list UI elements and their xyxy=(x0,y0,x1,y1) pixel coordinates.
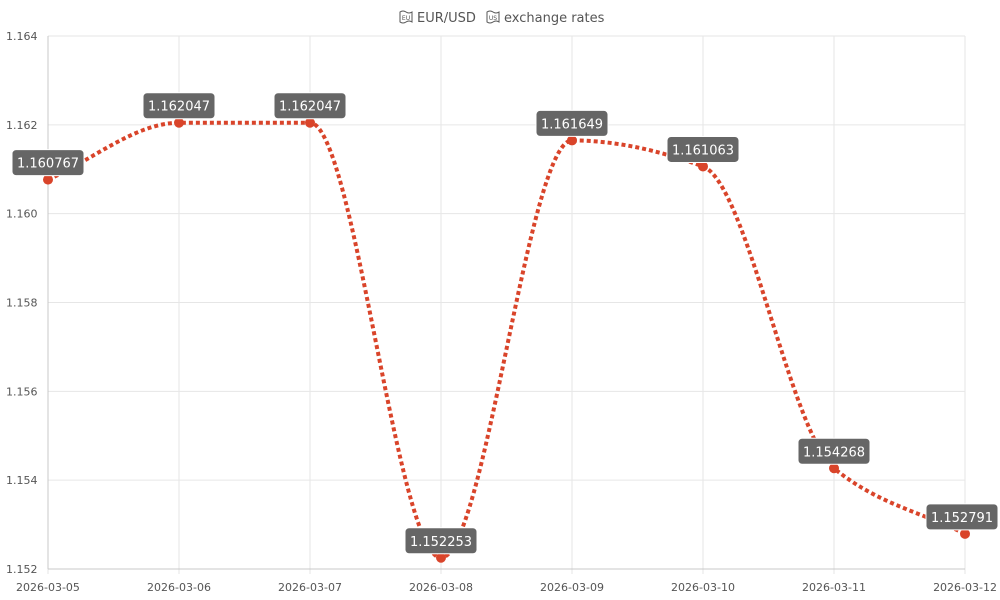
x-tick-label: 2026-03-11 xyxy=(802,581,866,594)
data-label-box xyxy=(404,527,478,555)
x-axis-labels: 2026-03-05 2026-03-06 2026-03-07 2026-03-08… xyxy=(16,581,997,594)
data-label-box xyxy=(535,109,609,137)
x-tick-label: 2026-03-07 xyxy=(278,581,342,594)
data-label: 1.162047 xyxy=(142,92,216,120)
data-label-text: 1.152253 xyxy=(410,535,472,550)
data-point[interactable] xyxy=(305,117,315,128)
svg-text:EU: EU xyxy=(402,15,410,22)
x-tick-label: 2026-03-05 xyxy=(16,581,80,594)
data-label-box xyxy=(666,135,740,163)
y-tick-label: 1.156 xyxy=(6,385,38,398)
series-line xyxy=(47,120,966,560)
data-label-box xyxy=(273,92,347,120)
y-tick-label: 1.154 xyxy=(6,474,38,487)
y-tick-label: 1.152 xyxy=(6,563,38,576)
y-tick-label: 1.160 xyxy=(6,208,38,221)
y-axis-labels: 1.152 1.154 1.156 1.158 1.160 1.162 1.164 xyxy=(6,30,38,576)
data-label-text: 1.154268 xyxy=(803,445,865,460)
data-label: 1.161649 xyxy=(535,109,609,137)
data-point[interactable] xyxy=(829,463,839,474)
data-label: 1.162047 xyxy=(273,92,347,120)
chart-title-part2: exchange rates xyxy=(504,11,605,26)
data-label-text: 1.162047 xyxy=(148,100,210,115)
x-tick-label: 2026-03-09 xyxy=(540,581,604,594)
chart-title-part1: EUR/USD xyxy=(417,11,476,26)
x-tick-label: 2026-03-10 xyxy=(671,581,735,594)
data-labels: 1.160767 1.162047 1.162047 1.152253 1.161649… xyxy=(11,92,999,555)
data-point[interactable] xyxy=(960,528,970,539)
data-point[interactable] xyxy=(698,161,708,172)
data-point[interactable] xyxy=(567,135,577,146)
data-point[interactable] xyxy=(436,552,446,563)
data-label-box xyxy=(925,503,999,531)
data-label: 1.152253 xyxy=(404,527,478,555)
data-label: 1.161063 xyxy=(666,135,740,163)
data-label: 1.152791 xyxy=(925,503,999,531)
x-tick-label: 2026-03-12 xyxy=(933,581,997,594)
y-tick-label: 1.164 xyxy=(6,30,38,43)
data-points xyxy=(43,117,970,563)
x-tick-label: 2026-03-08 xyxy=(409,581,473,594)
eu-flag-icon: EU xyxy=(399,10,413,24)
data-label-text: 1.161063 xyxy=(672,143,734,158)
y-tick-label: 1.158 xyxy=(6,297,38,310)
svg-text:US: US xyxy=(489,15,497,22)
data-label-text: 1.152791 xyxy=(931,511,993,526)
us-flag-icon: US xyxy=(486,10,500,24)
data-label-text: 1.161649 xyxy=(541,117,603,132)
data-label-box xyxy=(142,92,216,120)
data-point[interactable] xyxy=(43,174,53,185)
chart-title: EU EUR/USD US exchange rates xyxy=(399,10,605,26)
data-label: 1.160767 xyxy=(11,149,85,177)
data-label-box xyxy=(11,149,85,177)
data-label: 1.154268 xyxy=(797,437,871,465)
y-tick-label: 1.162 xyxy=(6,119,38,132)
x-tick-label: 2026-03-06 xyxy=(147,581,211,594)
data-label-box xyxy=(797,437,871,465)
data-label-text: 1.162047 xyxy=(279,100,341,115)
data-label-text: 1.160767 xyxy=(17,157,79,172)
data-point[interactable] xyxy=(174,117,184,128)
series-line-path xyxy=(47,120,966,560)
